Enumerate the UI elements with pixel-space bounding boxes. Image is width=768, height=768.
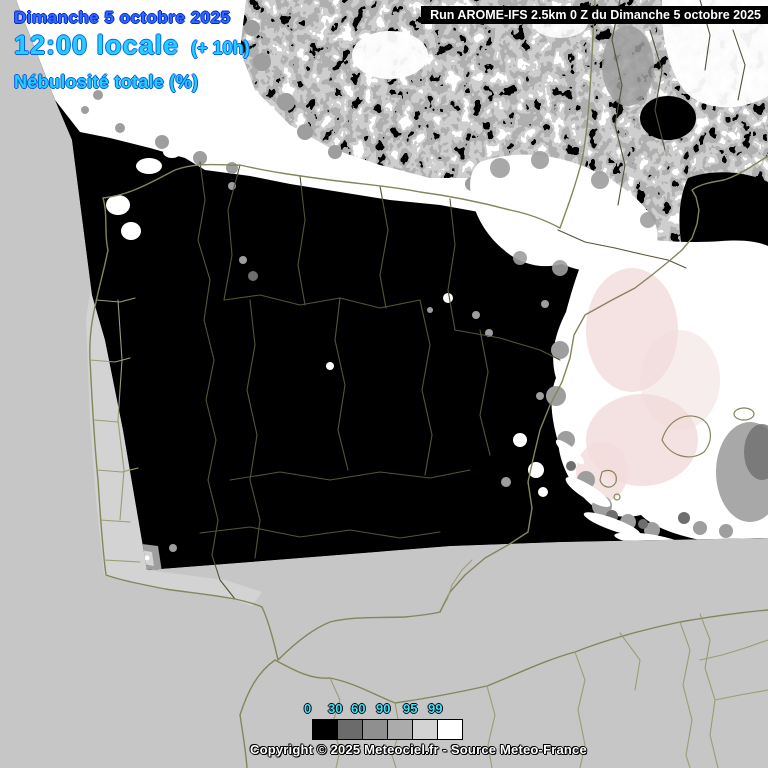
legend-color-scale <box>312 719 463 740</box>
legend-swatch <box>413 719 438 740</box>
legend-swatch <box>338 719 363 740</box>
legend-label-30: 30 <box>328 701 343 716</box>
forecast-offset: (+ 10h) <box>191 38 250 58</box>
cloud-field <box>16 0 768 570</box>
balearic-islands-outline <box>599 407 755 501</box>
forecast-time: 12:00 locale <box>14 30 180 60</box>
legend-label-90: 90 <box>376 701 391 716</box>
legend-label-0: 0 <box>304 701 312 716</box>
legend-swatch <box>363 719 388 740</box>
map-borders <box>89 0 768 768</box>
run-banner: Run AROME-IFS 2.5km 0 Z du Dimanche 5 oc… <box>421 6 768 24</box>
portugal-out-of-domain-patch <box>86 252 262 606</box>
forecast-header: Dimanche 5 octobre 2025 12:00 locale (+ 1… <box>14 8 250 61</box>
legend-swatch <box>312 719 338 740</box>
legend-swatch <box>438 719 463 740</box>
forecast-date: Dimanche 5 octobre 2025 <box>14 8 231 27</box>
variable-label: Nébulosité totale (%) <box>14 72 199 92</box>
legend-label-60: 60 <box>351 701 366 716</box>
legend-swatch <box>388 719 413 740</box>
legend-label-99: 99 <box>428 701 443 716</box>
copyright-notice: Copyright © 2025 Meteociel.fr - Source M… <box>250 742 587 757</box>
legend-label-95: 95 <box>403 701 418 716</box>
